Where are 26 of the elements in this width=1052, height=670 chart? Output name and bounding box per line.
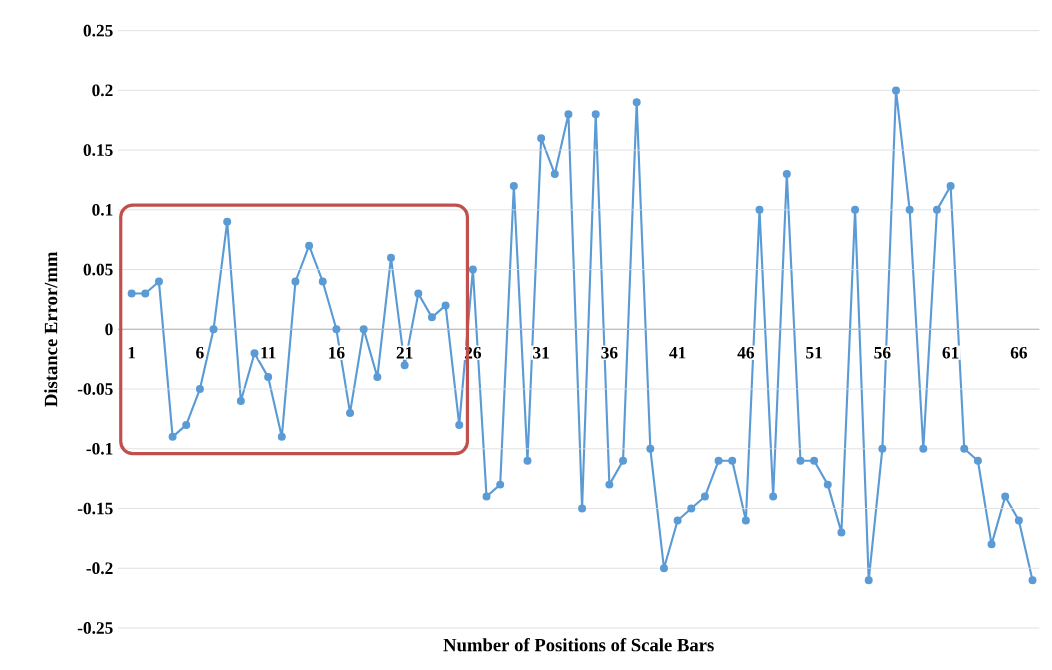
x-tick-label: 21 bbox=[396, 346, 413, 359]
y-tick-label: 0.25 bbox=[83, 24, 113, 37]
x-tick-label: 51 bbox=[806, 346, 822, 359]
y-axis-title: Distance Error/mm bbox=[44, 251, 58, 407]
x-tick-label: 11 bbox=[261, 346, 276, 359]
y-tick-label: 0 bbox=[105, 323, 113, 336]
x-tick-label: 41 bbox=[669, 346, 686, 359]
y-tick-label: 0.15 bbox=[83, 144, 113, 157]
y-tick-label: 0.05 bbox=[83, 263, 113, 276]
y-tick-label: 0.2 bbox=[92, 84, 113, 97]
y-tick-label: -0.2 bbox=[86, 562, 113, 575]
x-tick-label: 56 bbox=[874, 346, 891, 359]
y-tick-label: -0.05 bbox=[77, 383, 113, 395]
x-axis-title: Number of Positions of Scale Bars bbox=[443, 638, 714, 652]
x-tick-label: 61 bbox=[942, 346, 959, 359]
x-tick-label: 36 bbox=[601, 346, 618, 359]
y-tick-label: -0.1 bbox=[86, 442, 113, 455]
x-tick-label: 46 bbox=[737, 346, 755, 359]
y-tick-label: -0.25 bbox=[77, 622, 113, 634]
x-tick-label: 16 bbox=[329, 346, 345, 359]
x-tick-label: 6 bbox=[196, 346, 204, 359]
y-tick-label: -0.15 bbox=[77, 502, 113, 515]
x-tick-label: 31 bbox=[533, 346, 549, 359]
x-tick-label: 66 bbox=[1010, 346, 1028, 359]
x-tick-label: 1 bbox=[128, 346, 136, 359]
y-tick-label: 0.1 bbox=[92, 203, 113, 216]
